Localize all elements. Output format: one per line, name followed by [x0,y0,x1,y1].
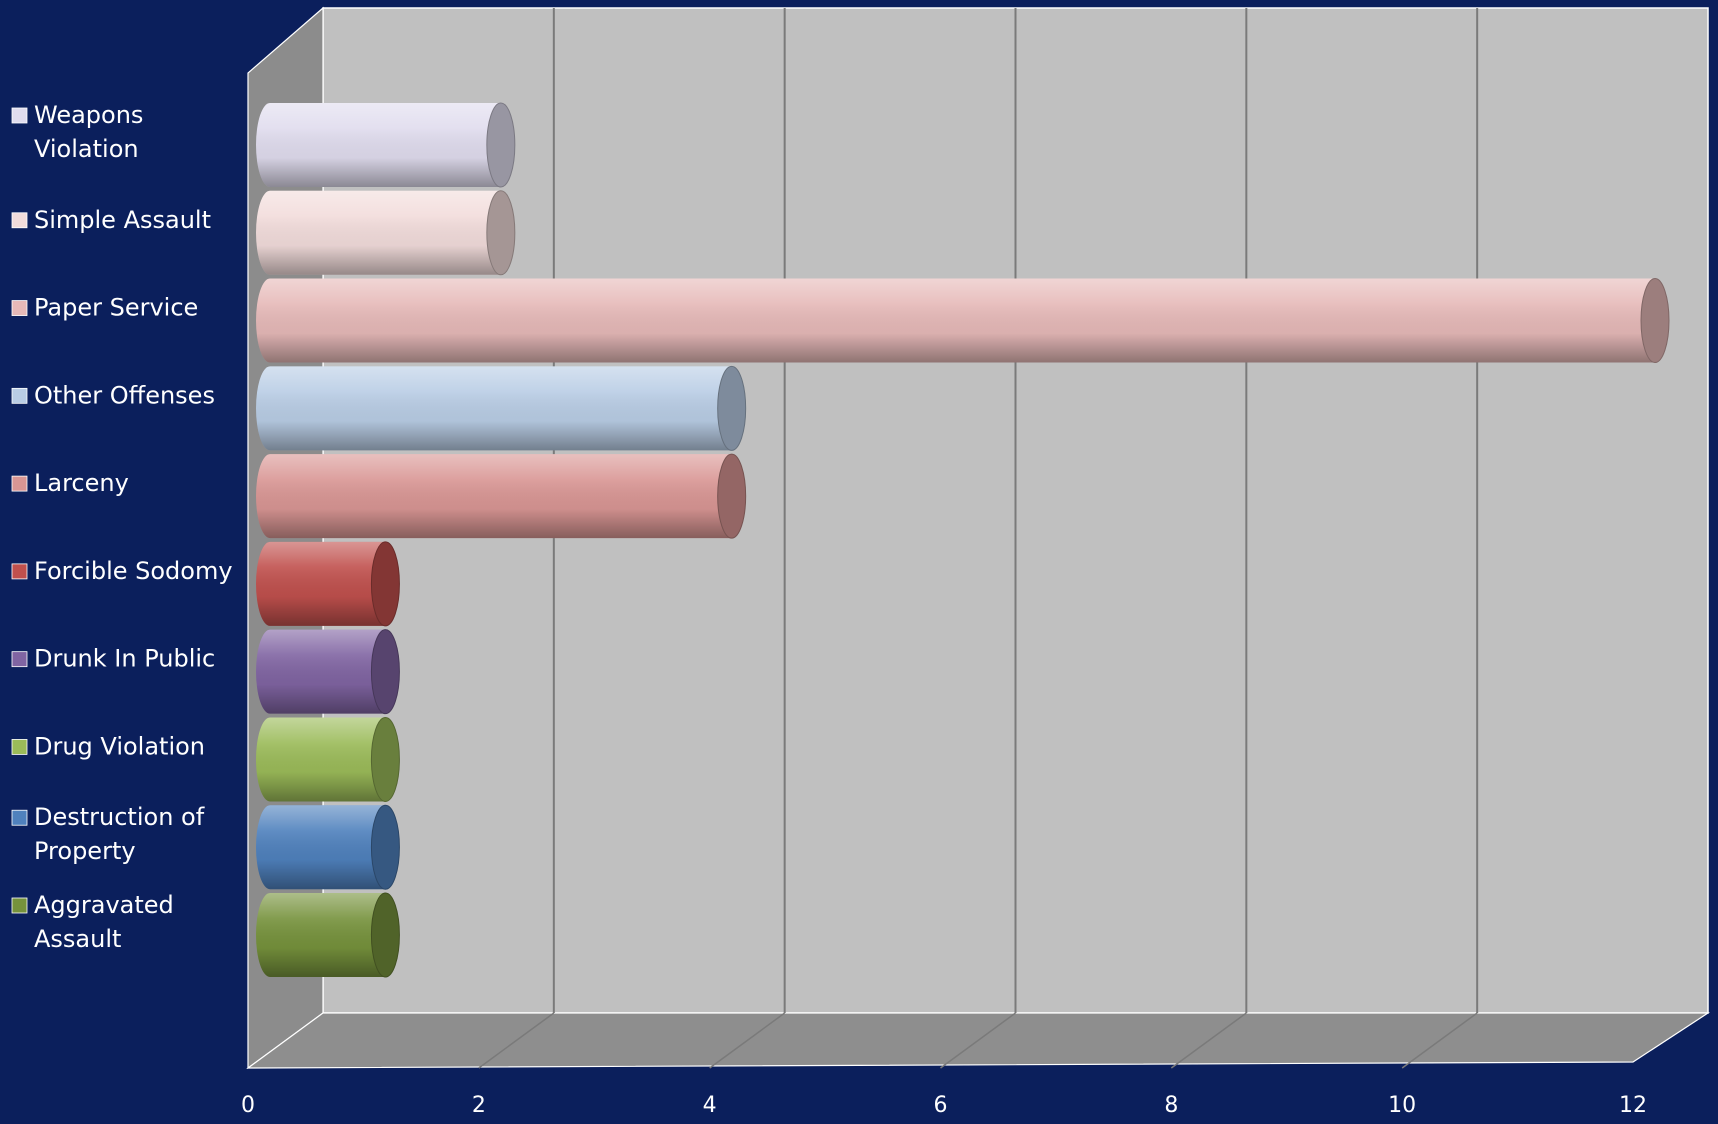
bar-shading [256,190,501,275]
legend-item: Aggravated Assault [11,891,174,953]
legend-label: Property [34,837,136,865]
legend-item: Drunk In Public [11,645,215,673]
legend-label: Destruction of [34,803,205,831]
legend-label: Larceny [34,469,129,497]
legend-label: Aggravated [34,891,174,919]
bar-end-cap [370,716,400,802]
legend-swatch [11,387,28,404]
bar-end-cap [370,541,400,627]
legend-item: Drug Violation [11,732,205,760]
legend-item: Weapons Violation [11,101,143,163]
bar-10 [256,102,516,188]
legend-swatch [11,475,28,492]
floor-gridline-2 [478,1012,555,1069]
bar-shading [256,805,386,890]
legend-label: Violation [34,135,139,163]
bar-end-cap [717,453,747,539]
legend-label: Weapons [34,101,143,129]
bar-end-cap [1640,278,1670,364]
legend-label: Drug Violation [34,732,205,760]
legend-item: Destruction of Property [11,803,205,865]
legend-item: Forcible Sodomy [11,557,233,585]
legend-item: Paper Service [11,294,198,322]
bar-shading [256,278,1656,363]
bar-3 [256,716,400,802]
bar-end-cap [486,190,516,276]
bar-4 [256,629,400,715]
bar-end-cap [717,365,747,451]
legend-label: Assault [34,925,121,953]
floor-gridline-10 [1401,1012,1478,1069]
bar-shading [256,454,732,539]
legend-label: Forcible Sodomy [34,557,233,585]
bar-shading [256,366,732,451]
bar-end-cap [370,629,400,715]
bar-shading [256,541,386,626]
bar-end-cap [370,804,400,890]
legend-item: Other Offenses [11,381,215,409]
x-tick-label: 10 [1388,1093,1416,1118]
bar-9 [256,190,516,276]
bar-2 [256,804,400,890]
legend-swatch [11,107,28,124]
x-tick-label: 12 [1619,1093,1647,1118]
legend-swatch [11,212,28,229]
legend-item: Larceny [11,469,129,497]
legend-label: Other Offenses [34,381,215,409]
bar-shading [256,629,386,714]
legend-swatch [11,809,28,826]
legend-swatch [11,739,28,755]
bar-shading [256,893,386,977]
bar-8 [256,278,1670,364]
bar-5 [256,541,400,627]
legend-label: Simple Assault [34,206,211,234]
legend-item: Simple Assault [11,206,211,234]
bar-1 [256,892,400,978]
floor-gridline-6 [940,1012,1016,1069]
x-tick-label: 2 [472,1093,486,1118]
bar-7 [256,365,747,451]
bar-end-cap [370,892,400,978]
legend-label: Paper Service [34,294,198,322]
legend-swatch [11,300,28,316]
legend-swatch [11,651,28,668]
legend-swatch [11,897,28,914]
x-tick-label: 4 [703,1093,717,1118]
legend-swatch [11,563,28,580]
x-tick-label: 6 [934,1093,948,1118]
legend-label: Drunk In Public [34,645,215,673]
bar-end-cap [486,102,516,188]
floor-gridline-8 [1170,1012,1247,1069]
bar-shading [256,717,386,802]
bar-6 [256,453,747,539]
floor-gridline-4 [709,1012,786,1069]
bar-shading [256,103,501,187]
x-tick-label: 8 [1164,1093,1178,1118]
x-tick-label: 0 [241,1093,255,1118]
